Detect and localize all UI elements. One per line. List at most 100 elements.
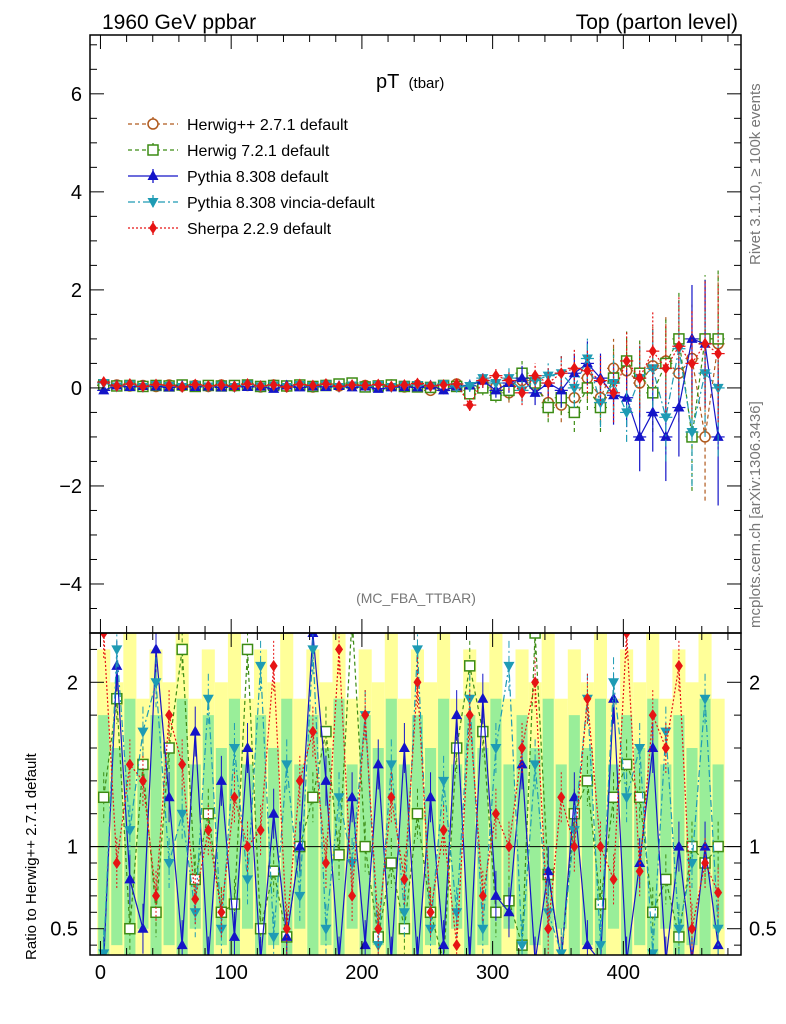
ratio-series-line-1	[103, 633, 719, 955]
ratio-point	[163, 859, 175, 869]
ratio-point	[712, 840, 724, 853]
ratio-point	[98, 949, 110, 955]
ratio-point	[674, 659, 683, 672]
ratio-point	[583, 692, 592, 705]
ratio-point	[426, 906, 435, 919]
ratio-y-tick-label: 1	[67, 837, 78, 859]
analysis-label: (MC_FBA_TTBAR)	[356, 590, 476, 606]
ratio-point	[478, 889, 487, 902]
ratio-point	[320, 924, 332, 935]
ratio-series-3	[99, 633, 723, 955]
ratio-point	[608, 678, 620, 689]
main-point	[557, 367, 566, 380]
main-point	[660, 413, 672, 424]
legend-marker	[149, 222, 157, 234]
ratio-point	[203, 956, 214, 966]
main-point	[596, 374, 605, 387]
x-tick-label: 200	[345, 962, 378, 984]
header-left: 1960 GeV ppbar	[102, 11, 256, 34]
ratio-y-tick-label: 0.5	[50, 919, 78, 941]
ratio-point	[647, 949, 659, 955]
ratio-point	[191, 893, 200, 906]
ratio-point	[97, 791, 110, 804]
ratio-band-green	[281, 698, 293, 955]
ratio-point	[673, 840, 685, 851]
ratio-point	[660, 873, 672, 886]
main-point	[321, 377, 330, 390]
ratio-point	[635, 865, 644, 878]
ratio-band-green	[176, 698, 188, 955]
main-series-2	[97, 280, 725, 506]
ratio-point	[385, 857, 398, 869]
legend-item: Pythia 8.308 default	[128, 169, 329, 186]
ratio-band-green	[516, 715, 528, 955]
ratio-series-line-3	[103, 633, 719, 946]
y-tick-label: −4	[59, 574, 82, 596]
main-point	[413, 377, 422, 390]
main-point	[99, 376, 108, 389]
ratio-point	[346, 791, 358, 802]
ratio-point	[425, 791, 437, 802]
main-point	[490, 379, 502, 390]
legend-item: Pythia 8.308 vincia-default	[128, 195, 375, 212]
ratio-band-green	[621, 715, 633, 955]
ratio-point	[555, 949, 567, 955]
main-point	[165, 379, 174, 392]
main-point	[686, 428, 698, 439]
main-point	[400, 378, 409, 391]
ratio-point	[241, 643, 254, 656]
main-point	[191, 378, 200, 391]
ratio-point	[333, 793, 345, 804]
ratio-point	[581, 775, 594, 787]
ratio-point	[215, 774, 227, 785]
ratio-point	[542, 865, 554, 876]
main-point	[478, 374, 487, 387]
ratio-point	[307, 791, 319, 804]
ratio-point	[124, 922, 136, 935]
ratio-y-tick-label-right: 2	[749, 672, 760, 694]
main-point	[464, 381, 476, 392]
legend-label: Herwig++ 2.7.1 default	[187, 117, 349, 134]
main-point	[608, 379, 620, 390]
ratio-point	[594, 898, 607, 910]
main-point	[387, 380, 396, 393]
legend-item: Herwig++ 2.7.1 default	[128, 117, 349, 134]
ratio-band-green	[333, 698, 345, 955]
ratio-point	[503, 661, 515, 672]
legend-item: Sherpa 2.2.9 default	[128, 221, 332, 238]
ratio-point	[150, 678, 162, 689]
ratio-point	[661, 742, 670, 754]
ratio-point	[450, 742, 463, 754]
ratio-panel	[90, 633, 741, 966]
main-point	[518, 386, 527, 399]
main-point	[152, 378, 161, 391]
ratio-point	[451, 908, 463, 919]
ratio-point	[634, 857, 646, 867]
ratio-point	[361, 709, 370, 722]
ratio-point	[438, 776, 450, 787]
ratio-point	[518, 742, 527, 754]
main-point	[256, 379, 265, 392]
ratio-point	[137, 922, 149, 933]
ratio-point	[111, 645, 123, 656]
ratio-point	[647, 742, 659, 752]
legend-label: Pythia 8.308 default	[187, 169, 329, 186]
main-point	[542, 401, 554, 414]
ratio-point	[372, 941, 384, 952]
plot-title-sub: (tbar)	[409, 75, 445, 92]
main-point	[647, 406, 659, 417]
ratio-point	[712, 924, 724, 935]
plot-title: pT (tbar)	[376, 71, 444, 93]
ratio-point	[163, 791, 175, 802]
ratio-point	[320, 774, 332, 785]
ratio-point	[374, 922, 383, 935]
x-tick-label: 100	[214, 962, 247, 984]
ratio-point	[359, 840, 371, 853]
main-point	[269, 378, 278, 391]
ratio-point	[228, 930, 240, 941]
main-point	[622, 354, 631, 367]
main-series-3	[97, 299, 725, 486]
ratio-point	[701, 857, 710, 869]
plot-title-main: pT	[376, 71, 399, 93]
